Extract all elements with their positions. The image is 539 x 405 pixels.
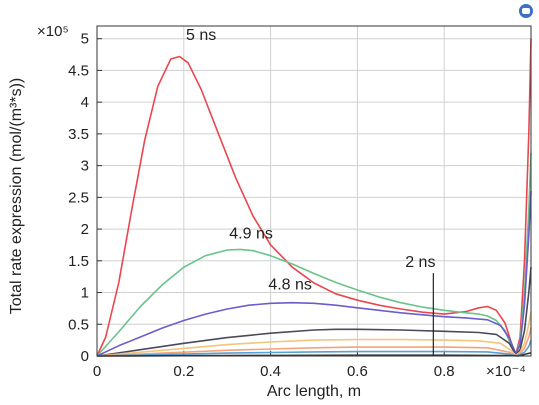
series-line-6 — [96, 327, 532, 357]
y-tick-label: 5 — [81, 31, 89, 48]
y-tick-label: 1.5 — [68, 253, 89, 270]
y-tick-label: 0 — [81, 348, 89, 365]
series-line-4.9-ns — [96, 152, 532, 357]
annotation-label: 4.8 ns — [268, 276, 312, 293]
y-multiplier: ×10⁵ — [37, 23, 69, 40]
x-tick-label: 0.2 — [173, 363, 194, 380]
camera-icon[interactable] — [519, 4, 533, 18]
x-tick-label: 0 — [93, 363, 101, 380]
series-line-4 — [96, 267, 532, 357]
series-line-4.8-ns — [96, 190, 532, 357]
x-tick-label: 0.8 — [434, 363, 455, 380]
series-line-5-ns — [96, 38, 532, 357]
x-tick-label: 0.6 — [347, 363, 368, 380]
y-tick-label: 0.5 — [68, 316, 89, 333]
annotation-label: 2 ns — [405, 254, 435, 271]
y-axis-label: Total rate expression (mol/(m³*s)) — [8, 78, 25, 315]
x-multiplier: ×10⁻⁴ — [486, 363, 526, 380]
y-tick-labels: 0 0.5 1 1.5 2 2.5 3 3.5 4 4.5 5 — [68, 31, 89, 365]
y-tick-label: 2.5 — [68, 189, 89, 206]
y-tick-label: 4.5 — [68, 62, 89, 79]
y-tick-label: 3.5 — [68, 126, 89, 143]
y-tick-label: 4 — [81, 94, 89, 111]
x-axis-label: Arc length, m — [267, 383, 361, 400]
y-tick-label: 2 — [81, 221, 89, 238]
annotations: 5 ns 4.9 ns 4.8 ns 2 ns — [186, 27, 435, 356]
y-tick-label: 1 — [81, 285, 89, 302]
x-tick-labels: 0 0.2 0.4 0.6 0.8 — [93, 363, 455, 380]
plot-frame — [96, 25, 532, 357]
y-tick-label: 3 — [81, 158, 89, 175]
series-line-7 — [96, 339, 532, 357]
x-tick-label: 0.4 — [260, 363, 281, 380]
series-line-5 — [96, 311, 532, 357]
annotation-label: 5 ns — [186, 27, 216, 44]
annotation-label: 4.9 ns — [229, 226, 273, 243]
